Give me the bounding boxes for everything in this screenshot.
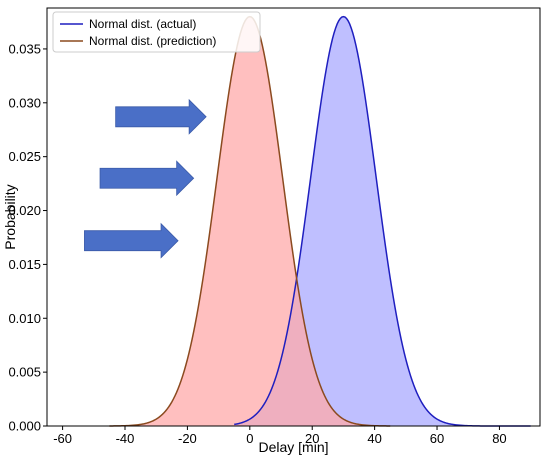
x-tick-label: -60: [53, 431, 72, 446]
y-tick-label: 0.010: [8, 311, 41, 326]
area-actual: [234, 16, 531, 427]
x-tick-label: 80: [492, 431, 506, 446]
arrow-1: [115, 98, 207, 135]
y-tick-label: 0.035: [8, 41, 41, 56]
area-prediction: [109, 16, 391, 427]
x-tick-label: -20: [178, 431, 197, 446]
x-axis-label: Delay [min]: [258, 439, 328, 455]
y-tick-label: 0.005: [8, 365, 41, 380]
y-tick-label: 0.025: [8, 149, 41, 164]
arrow-2: [99, 160, 195, 197]
x-tick-label: 0: [246, 431, 253, 446]
legend-box: [52, 11, 261, 53]
x-tick-label: 60: [430, 431, 444, 446]
annotation-arrows: [84, 98, 207, 259]
x-tick-label: 20: [305, 431, 319, 446]
y-tick-label: 0.000: [8, 419, 41, 434]
arrow-3: [84, 222, 179, 259]
legend-entry-actual: Normal dist. (actual): [89, 17, 196, 31]
y-tick-label: 0.030: [8, 95, 41, 110]
x-tick-label: 40: [367, 431, 381, 446]
y-tick-label: 0.020: [8, 203, 41, 218]
legend: Normal dist. (actual) Normal dist. (pred…: [52, 11, 261, 53]
x-tick-label: -40: [116, 431, 135, 446]
y-axis-ticks: 0.000 0.005 0.010 0.015 0.020 0.025 0.030 0.035: [8, 41, 47, 434]
y-axis-label: Probability: [2, 184, 18, 249]
distribution-fills: [109, 16, 531, 427]
x-axis-ticks: -60 -40 -20 0 20 40 60 80: [53, 426, 507, 446]
legend-entry-prediction: Normal dist. (prediction): [89, 34, 216, 48]
plot-frame: [46, 7, 541, 427]
y-tick-label: 0.015: [8, 257, 41, 272]
